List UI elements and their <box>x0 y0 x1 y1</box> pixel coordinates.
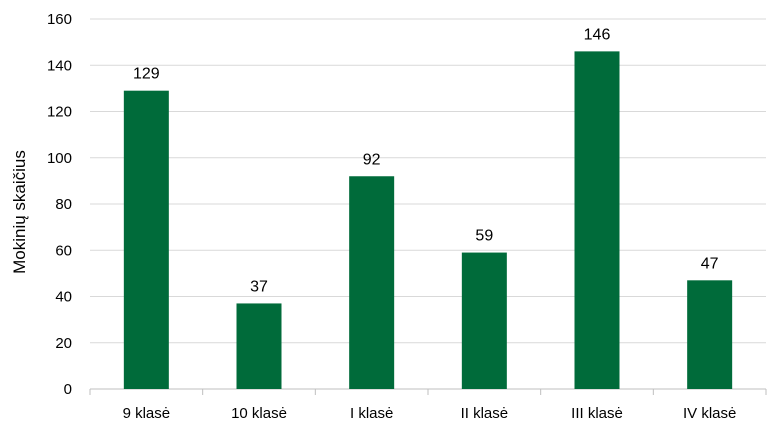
y-tick-label: 60 <box>55 242 72 259</box>
x-tick-label: II klasė <box>461 405 509 422</box>
y-tick-label: 20 <box>55 335 72 352</box>
data-label: 129 <box>133 66 160 83</box>
data-label: 146 <box>584 26 611 43</box>
bars <box>123 51 733 389</box>
y-tick-label: 0 <box>64 381 72 398</box>
bar <box>349 176 395 389</box>
y-tick-label: 80 <box>55 196 72 213</box>
y-axis-ticks: 0 20 40 60 80 100 120 140 160 <box>47 11 72 398</box>
x-tick-label: 9 klasė <box>123 405 171 422</box>
y-tick-label: 120 <box>47 104 72 121</box>
data-labels: 129 37 92 59 146 47 <box>133 26 719 295</box>
bar <box>236 303 282 389</box>
bar <box>574 51 620 389</box>
data-label: 47 <box>701 255 719 272</box>
y-axis-title: Mokinių skaičius <box>10 150 29 274</box>
x-tick-label: III klasė <box>571 405 623 422</box>
x-tick-label: 10 klasė <box>231 405 287 422</box>
y-tick-label: 160 <box>47 11 72 28</box>
bar <box>687 280 733 389</box>
y-tick-label: 100 <box>47 150 72 167</box>
bar <box>461 252 507 389</box>
data-label: 92 <box>363 151 381 168</box>
data-label: 59 <box>475 228 493 245</box>
x-axis-ticks: 9 klasė 10 klasė I klasė II klasė III klasė I… <box>123 405 737 422</box>
x-tick-label: I klasė <box>350 405 393 422</box>
y-tick-label: 40 <box>55 289 72 306</box>
y-tick-label: 140 <box>47 57 72 74</box>
bar <box>123 90 169 389</box>
gridlines <box>89 18 767 395</box>
data-label: 37 <box>250 278 268 295</box>
x-tick-label: IV klasė <box>683 405 736 422</box>
